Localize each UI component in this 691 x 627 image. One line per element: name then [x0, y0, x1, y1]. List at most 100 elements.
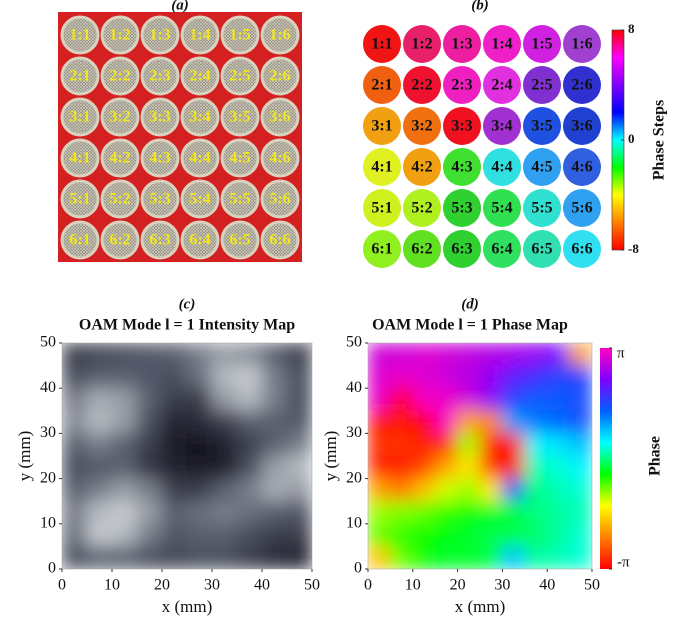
heatmap-cell — [524, 365, 548, 389]
cell-label: 3:1 — [69, 109, 90, 126]
heatmap-cell — [186, 410, 213, 434]
heatmap-cell — [161, 500, 188, 525]
heatmap-cell — [86, 523, 113, 547]
cell-label: 4:5 — [229, 150, 250, 167]
cell-label: 2:6 — [571, 77, 592, 94]
x-tick-label: 50 — [304, 577, 320, 594]
phase-circle — [363, 107, 401, 145]
phase-circle — [483, 230, 521, 268]
heatmap-cell — [368, 343, 391, 367]
heatmap-cell — [412, 455, 436, 480]
y-tick-label: 50 — [346, 334, 362, 351]
cell-label: 2:1 — [69, 68, 90, 85]
heatmap-cell — [111, 500, 138, 525]
cell-label: 2:4 — [491, 77, 512, 94]
x-axis-label: x (mm) — [162, 597, 213, 616]
speaker — [260, 15, 300, 55]
cell-label: 5:3 — [149, 191, 170, 208]
heatmap-cell — [546, 500, 571, 525]
x-tick-label: 20 — [154, 577, 170, 594]
heatmap-cell — [434, 365, 459, 389]
x-tick-label: 10 — [104, 577, 120, 594]
phase-circle — [363, 66, 401, 104]
heatmap-cell — [546, 410, 571, 434]
heatmap-cell — [111, 478, 138, 502]
heatmap-cell — [412, 387, 436, 412]
phase-circle — [403, 148, 441, 186]
chart-title: OAM Mode l = 1 Intensity Map — [79, 317, 295, 334]
panel-label: (b) — [471, 0, 489, 13]
cell-label: 6:6 — [571, 241, 592, 258]
cell-label: 4:1 — [371, 159, 392, 176]
heatmap-cell — [261, 523, 288, 547]
y-tick-label: 20 — [40, 469, 56, 486]
heatmap-cell — [236, 343, 263, 367]
heatmap-cell — [457, 387, 481, 412]
heatmap-cell — [62, 545, 88, 569]
heatmap-cell — [389, 387, 414, 412]
heatmap-cell — [569, 410, 592, 434]
heatmap-cell — [261, 478, 288, 502]
phase-circle — [363, 230, 401, 268]
heatmap-cell — [86, 387, 113, 412]
heatmap-cell — [368, 478, 391, 502]
heatmap-cell — [501, 432, 526, 457]
heatmap-cell — [412, 432, 436, 457]
x-axis-label: x (mm) — [455, 597, 506, 616]
heatmap-cell — [457, 410, 481, 434]
heatmap-cell — [111, 545, 138, 569]
heatmap-cell — [501, 365, 526, 389]
heatmap-cell — [62, 500, 88, 525]
heatmap-cell — [569, 387, 592, 412]
heatmap-cell — [546, 432, 571, 457]
heatmap-cell — [389, 545, 414, 569]
heatmap-cell — [261, 387, 288, 412]
speaker — [140, 15, 180, 55]
speaker — [100, 56, 140, 96]
heatmap-cell — [569, 500, 592, 525]
heatmap-cell — [186, 387, 213, 412]
phase-circle — [443, 230, 481, 268]
speaker — [220, 56, 260, 96]
cell-label: 1:4 — [189, 27, 210, 44]
heatmap-cell — [261, 365, 288, 389]
heatmap-cells — [62, 343, 312, 569]
plot-frame — [367, 342, 593, 570]
colorbar-tick-label: -8 — [628, 241, 639, 256]
colorbar-label: Phase — [647, 436, 664, 476]
x-tick-label: 40 — [539, 577, 555, 594]
heatmap-cell — [434, 545, 459, 569]
cell-label: 6:2 — [109, 232, 130, 249]
heatmap-cell — [286, 343, 312, 367]
chart-title: OAM Mode l = 1 Phase Map — [372, 317, 568, 334]
heatmap-cell — [111, 432, 138, 457]
heatmap-cell — [261, 545, 288, 569]
heatmap-cell — [86, 500, 113, 525]
heatmap-cell — [434, 500, 459, 525]
heatmap-cell — [111, 523, 138, 547]
heatmap-cell — [86, 432, 113, 457]
heatmap-cell — [286, 545, 312, 569]
heatmap-cell — [368, 523, 391, 547]
heatmap-cell — [286, 455, 312, 480]
speaker — [220, 15, 260, 55]
heatmap-cell — [501, 478, 526, 502]
phase-circle — [563, 107, 601, 145]
speaker — [60, 56, 100, 96]
heatmap-cell — [136, 432, 163, 457]
heatmap-cell — [546, 523, 571, 547]
x-tick-label: 50 — [584, 577, 600, 594]
cell-label: 1:6 — [269, 27, 290, 44]
heatmap-cell — [136, 500, 163, 525]
heatmap-cell — [111, 410, 138, 434]
heatmap-cell — [389, 455, 414, 480]
heatmap-cell — [62, 432, 88, 457]
cell-label: 6:4 — [189, 232, 210, 249]
heatmap-cell — [161, 343, 188, 367]
phase-circle — [363, 25, 401, 63]
colorbar-tick-label: -π — [617, 554, 630, 570]
phase-circle — [483, 66, 521, 104]
cell-label: 3:2 — [411, 118, 432, 135]
phase-circle — [563, 66, 601, 104]
